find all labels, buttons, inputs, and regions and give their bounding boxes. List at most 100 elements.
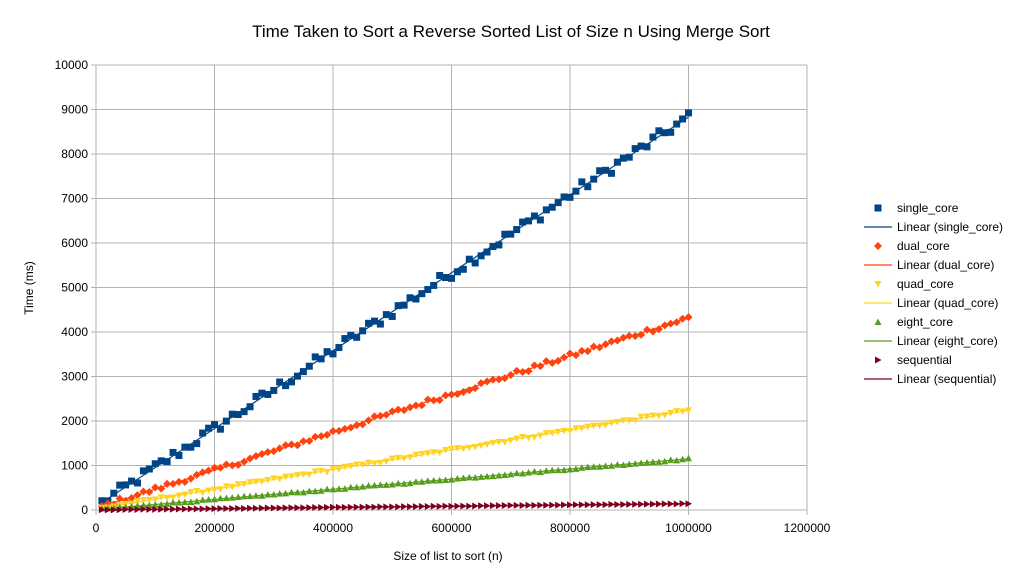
- data-point-dual-core: [127, 494, 136, 503]
- data-point-dual-core: [216, 463, 225, 472]
- data-point-single-core: [685, 109, 692, 117]
- y-axis-label: Time (ms): [22, 261, 36, 315]
- data-point-dual-core: [512, 366, 521, 375]
- legend-label: dual_core: [897, 239, 950, 253]
- data-point-sequential: [596, 501, 604, 509]
- data-point-quad-core: [483, 441, 491, 448]
- data-point-quad-core: [471, 443, 479, 451]
- data-point-eight-core: [187, 498, 195, 506]
- data-point-dual-core: [163, 479, 172, 488]
- data-point-dual-core: [145, 488, 154, 497]
- data-point-dual-core: [417, 401, 426, 410]
- data-point-single-core: [406, 294, 414, 302]
- data-point-sequential: [211, 505, 218, 513]
- data-point-dual-core: [429, 396, 438, 405]
- data-point-eight-core: [264, 490, 272, 498]
- data-point-eight-core: [613, 461, 621, 468]
- data-point-sequential: [519, 501, 527, 509]
- data-point-single-core: [216, 425, 224, 433]
- data-point-eight-core: [193, 497, 201, 505]
- data-point-dual-core: [246, 454, 255, 463]
- data-point-dual-core: [554, 356, 563, 365]
- data-point-quad-core: [602, 422, 610, 429]
- data-point-dual-core: [631, 332, 640, 341]
- data-point-single-core: [477, 252, 485, 260]
- data-point-single-core: [98, 497, 106, 505]
- data-point-quad-core: [613, 419, 621, 426]
- data-point-quad-core: [293, 472, 301, 479]
- x-axis-label: Size of list to sort (n): [393, 549, 502, 563]
- data-point-single-core: [394, 302, 402, 310]
- data-point-sequential: [448, 502, 455, 510]
- data-point-quad-core: [151, 496, 159, 503]
- data-point-quad-core: [234, 481, 242, 488]
- data-point-dual-core: [518, 368, 527, 377]
- data-point-eight-core: [649, 458, 657, 465]
- data-point-eight-core: [329, 485, 337, 493]
- data-point-quad-core: [507, 437, 515, 444]
- data-point-quad-core: [560, 427, 568, 435]
- legend-trend-label: Linear (dual_core): [897, 258, 994, 272]
- data-point-dual-core: [299, 437, 308, 446]
- data-point-single-core: [288, 378, 296, 386]
- legend-marker-eight-core: [874, 318, 882, 325]
- data-point-single-core: [525, 217, 533, 225]
- data-point-sequential: [513, 501, 521, 509]
- data-point-single-core: [548, 203, 556, 211]
- data-point-sequential: [685, 500, 692, 508]
- data-point-quad-core: [347, 463, 355, 470]
- data-point-quad-core: [400, 455, 408, 462]
- data-point-sequential: [454, 502, 461, 510]
- data-point-sequential: [478, 502, 485, 510]
- x-tick-label: 400000: [313, 521, 353, 535]
- data-point-single-core: [542, 206, 550, 214]
- data-point-dual-core: [180, 478, 189, 487]
- data-point-sequential: [401, 503, 408, 511]
- data-point-eight-core: [566, 465, 574, 473]
- data-point-dual-core: [382, 410, 391, 419]
- data-point-quad-core: [163, 494, 171, 502]
- data-point-quad-core: [525, 434, 533, 442]
- data-point-eight-core: [525, 469, 533, 476]
- data-point-dual-core: [257, 449, 266, 458]
- data-point-eight-core: [406, 479, 414, 487]
- data-point-quad-core: [436, 449, 444, 457]
- data-point-sequential: [122, 505, 130, 513]
- data-point-quad-core: [157, 494, 165, 501]
- data-point-eight-core: [643, 458, 651, 466]
- chart-title: Time Taken to Sort a Reverse Sorted List…: [252, 22, 770, 41]
- y-tick-label: 4000: [61, 325, 88, 339]
- data-point-dual-core: [654, 325, 663, 334]
- data-point-quad-core: [270, 475, 278, 482]
- data-point-sequential: [241, 504, 248, 512]
- data-point-quad-core: [299, 471, 307, 478]
- data-point-dual-core: [566, 349, 574, 358]
- data-point-eight-core: [530, 467, 538, 475]
- data-point-dual-core: [287, 440, 296, 449]
- data-point-sequential: [294, 504, 301, 512]
- data-point-sequential: [436, 502, 444, 510]
- data-point-sequential: [638, 500, 645, 508]
- data-point-dual-core: [536, 362, 545, 371]
- data-point-dual-core: [447, 390, 456, 399]
- data-point-quad-core: [139, 497, 147, 504]
- data-point-sequential: [193, 505, 201, 513]
- data-point-quad-core: [477, 442, 485, 450]
- data-point-quad-core: [317, 467, 325, 475]
- data-point-quad-core: [519, 433, 527, 441]
- data-point-eight-core: [418, 478, 426, 485]
- data-point-single-core: [619, 154, 627, 162]
- data-point-sequential: [543, 501, 550, 509]
- data-point-dual-core: [376, 411, 385, 420]
- data-point-dual-core: [275, 444, 284, 453]
- data-point-eight-core: [507, 470, 515, 478]
- data-point-single-core: [572, 187, 580, 195]
- data-point-quad-core: [661, 412, 669, 419]
- data-point-eight-core: [394, 479, 402, 487]
- data-point-single-core: [222, 417, 230, 425]
- data-point-dual-core: [228, 461, 237, 470]
- data-point-dual-core: [139, 487, 148, 496]
- data-point-dual-core: [595, 343, 604, 352]
- data-point-sequential: [152, 505, 159, 513]
- data-point-quad-core: [459, 445, 467, 453]
